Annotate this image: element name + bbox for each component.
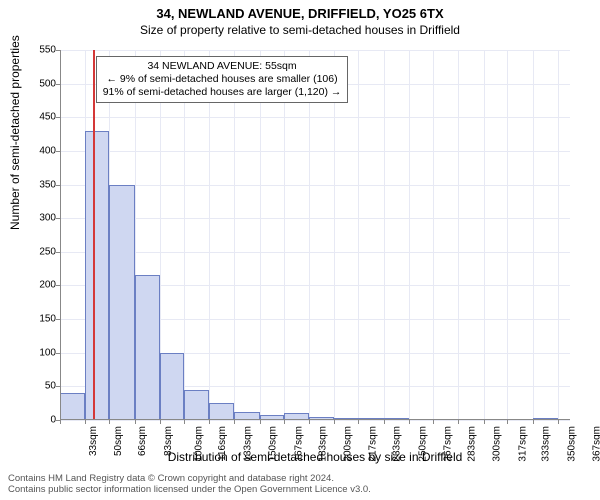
gridline-v [384,50,385,420]
ytick-label: 250 [26,246,56,257]
xtick-mark [234,420,235,424]
histogram-bar [109,185,134,420]
gridline-v [234,50,235,420]
xtick-mark [184,420,185,424]
ytick-label: 100 [26,347,56,358]
xtick-mark [558,420,559,424]
gridline-v [209,50,210,420]
page-title: 34, NEWLAND AVENUE, DRIFFIELD, YO25 6TX [0,0,600,21]
y-axis [60,50,61,420]
gridline-h [60,420,570,421]
xtick-mark [60,420,61,424]
xtick-mark [260,420,261,424]
ytick-label: 350 [26,179,56,190]
ytick-label: 0 [26,415,56,426]
xtick-mark [358,420,359,424]
ytick-label: 450 [26,112,56,123]
gridline-h [60,50,570,51]
xtick-mark [135,420,136,424]
gridline-v [533,50,534,420]
chart-xlabel: Distribution of semi-detached houses by … [60,450,570,464]
gridline-v [284,50,285,420]
histogram-bar [135,275,160,420]
annotation-line2: ← 9% of semi-detached houses are smaller… [103,73,342,86]
annotation-line3: 91% of semi-detached houses are larger (… [103,86,342,99]
gridline-v [558,50,559,420]
xtick-mark [384,420,385,424]
annotation-box: 34 NEWLAND AVENUE: 55sqm← 9% of semi-det… [96,56,349,103]
gridline-v [433,50,434,420]
gridline-v [260,50,261,420]
page-subtitle: Size of property relative to semi-detach… [0,21,600,37]
xtick-label: 367sqm [592,426,600,462]
gridline-v [484,50,485,420]
footer-attribution: Contains HM Land Registry data © Crown c… [8,474,371,496]
xtick-mark [334,420,335,424]
histogram-bar [60,393,85,420]
gridline-v [409,50,410,420]
chart-ylabel: Number of semi-detached properties [8,35,22,230]
gridline-h [60,218,570,219]
histogram-bar [160,353,184,420]
xtick-mark [507,420,508,424]
histogram-bar [85,131,109,420]
gridline-h [60,252,570,253]
ytick-label: 50 [26,381,56,392]
xtick-mark [409,420,410,424]
gridline-v [309,50,310,420]
x-axis [60,419,570,420]
xtick-mark [433,420,434,424]
ytick-label: 150 [26,314,56,325]
xtick-mark [533,420,534,424]
ytick-label: 400 [26,145,56,156]
xtick-mark [458,420,459,424]
histogram-bar [209,403,234,420]
gridline-h [60,151,570,152]
footer-line-2: Contains public sector information licen… [8,485,371,496]
xtick-mark [209,420,210,424]
property-marker-line [93,50,95,420]
gridline-v [184,50,185,420]
xtick-mark [309,420,310,424]
gridline-h [60,185,570,186]
ytick-label: 550 [26,45,56,56]
xtick-mark [85,420,86,424]
histogram-chart: 05010015020025030035040045050055033sqm50… [60,50,570,420]
histogram-bar [184,390,209,420]
xtick-mark [160,420,161,424]
gridline-v [334,50,335,420]
ytick-label: 500 [26,78,56,89]
gridline-h [60,117,570,118]
gridline-v [458,50,459,420]
ytick-label: 200 [26,280,56,291]
xtick-mark [284,420,285,424]
annotation-line1: 34 NEWLAND AVENUE: 55sqm [103,60,342,73]
xtick-mark [484,420,485,424]
xtick-mark [109,420,110,424]
gridline-v [507,50,508,420]
ytick-label: 300 [26,213,56,224]
gridline-v [358,50,359,420]
